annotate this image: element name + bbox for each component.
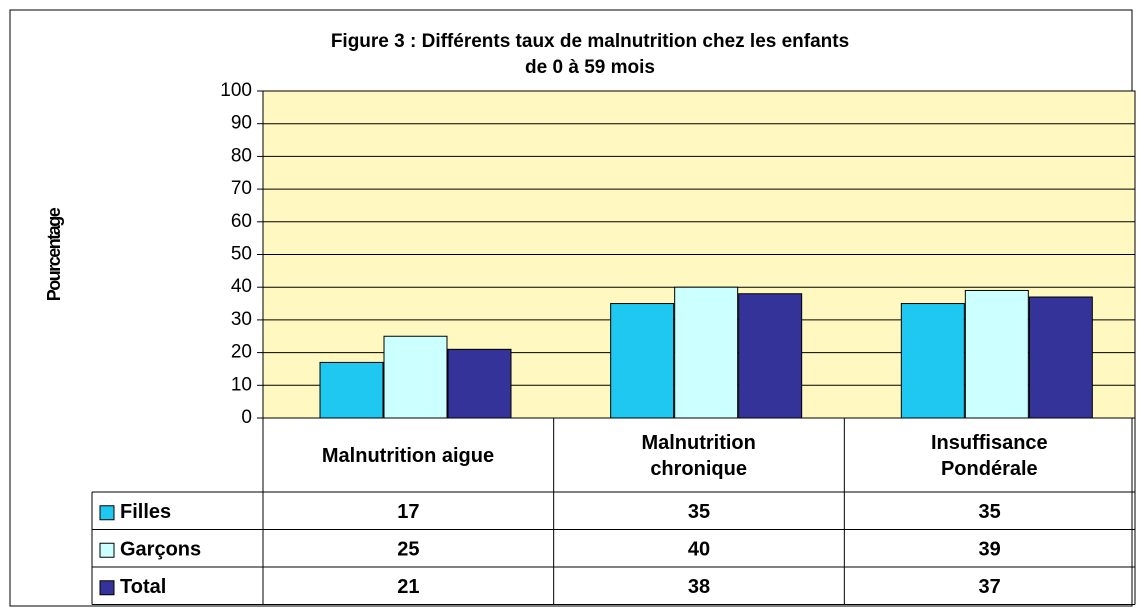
legend-label: Filles: [120, 501, 171, 523]
table-value: 35: [979, 501, 1001, 523]
y-tick-label: 30: [231, 309, 252, 330]
bar: [674, 286, 739, 419]
y-tick-label: 100: [220, 80, 252, 101]
table-value: 21: [397, 576, 419, 598]
legend-key: [99, 542, 115, 558]
y-tick-label: 50: [231, 244, 252, 265]
x-tick-label: Malnutrition aigue: [321, 445, 495, 467]
bar: [900, 303, 965, 419]
y-tick-label: 40: [231, 276, 252, 297]
y-tick-label: 10: [231, 374, 252, 395]
table-value: 35: [688, 501, 710, 523]
x-tick-label: Insuffisance Pondérale: [930, 432, 1048, 480]
bar: [319, 361, 384, 419]
legend-label: Total: [120, 576, 166, 598]
legend-label: Garçons: [120, 539, 201, 561]
x-tick-label: Malnutrition chronique: [641, 432, 756, 480]
bar: [1028, 296, 1093, 419]
legend-key: [99, 505, 115, 521]
y-tick-label: 20: [231, 342, 252, 363]
y-tick-label: 0: [241, 407, 252, 428]
table-value: 38: [688, 576, 710, 598]
table-value: 37: [979, 576, 1001, 598]
y-axis-label: Pourcentage: [44, 207, 64, 301]
table-value: 39: [979, 539, 1001, 561]
y-tick-label: 90: [231, 113, 252, 134]
table-value: 25: [397, 539, 419, 561]
y-tick-label: 70: [231, 178, 252, 199]
y-tick-label: 80: [231, 145, 252, 166]
table-value: 40: [688, 539, 710, 561]
chart-title: Figure 3 : Différents taux de malnutriti…: [331, 31, 849, 78]
bar: [964, 289, 1029, 419]
bar: [610, 303, 675, 419]
bar: [447, 348, 512, 419]
bar: [383, 335, 448, 419]
legend-key: [99, 580, 115, 596]
table-value: 17: [397, 501, 419, 523]
y-tick-label: 60: [231, 211, 252, 232]
bar: [738, 293, 803, 419]
